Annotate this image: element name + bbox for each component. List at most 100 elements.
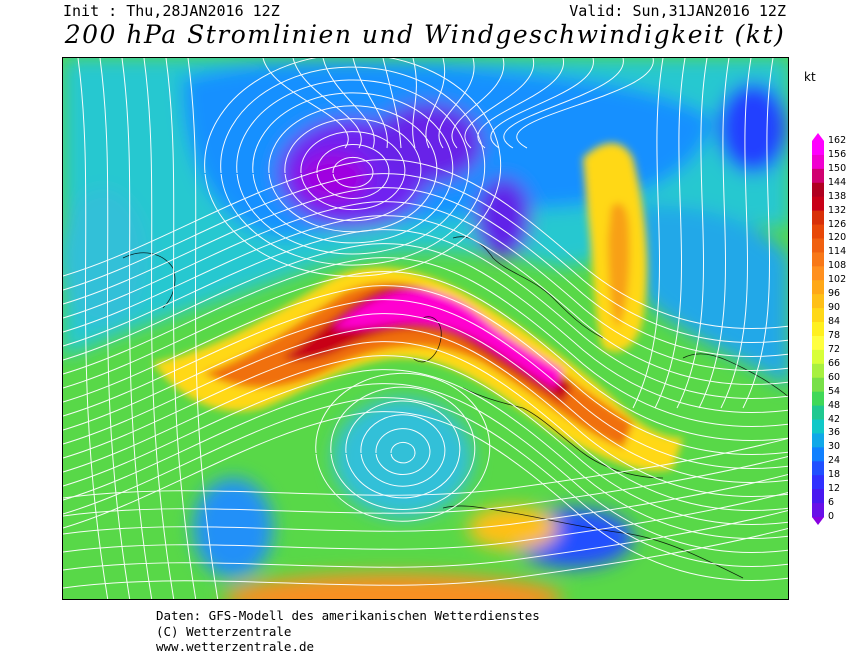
colorbar-tick-label: 156 [828,148,847,160]
colorbar-band [812,489,824,504]
streamline [654,58,686,409]
valid-time: Valid: Sun,31JAN2016 12Z [569,2,786,20]
streamline [438,58,475,149]
colorbar-band [812,196,824,212]
colorbar-band [812,294,824,309]
streamline [345,400,461,499]
colorbar-band [812,363,824,379]
colorbar-tick-label: 90 [828,302,841,314]
streamline [63,369,788,539]
streamline [220,66,486,266]
streamline [720,58,752,409]
colorbar-band [812,224,824,239]
colorbar-tick-label: 144 [828,176,847,188]
map-title: 200 hPa Stromlinien und Windgeschwindigk… [64,20,786,49]
colorbar-band [812,252,824,267]
credits: Daten: GFS-Modell des amerikanischen Wet… [156,608,540,655]
colorbar-band [812,335,824,351]
streamline [63,341,788,511]
colorbar-band [812,349,824,365]
colorbar-tick-label: 6 [828,497,835,509]
streamline [464,58,534,149]
colorbar-tick-label: 42 [828,413,841,425]
colorbar-band [812,461,824,476]
website-link[interactable]: www.wetterzentrale.de [156,639,315,654]
streamline [63,491,788,553]
colorbar-band [812,308,824,323]
colorbar-tick-label: 60 [828,371,841,383]
colorbar [812,133,824,525]
colorbar-tick-label: 24 [828,455,841,467]
wind-field-graphic [63,58,788,599]
streamline [332,156,374,188]
colorbar-band [812,322,824,337]
colorbar-tick-label: 78 [828,329,841,341]
init-time: Init : Thu,28JAN2016 12Z [63,2,280,20]
colorbar-band [812,419,824,434]
streamline [676,58,708,409]
streamline [63,509,788,571]
streamline [382,58,402,149]
streamline [63,201,788,371]
streamline [63,355,788,525]
colorbar-top-arrow [812,133,824,141]
streamline [63,173,788,343]
streamline [477,58,564,149]
streamline [698,58,730,409]
colorbar-band [812,266,824,281]
streamline [516,58,654,149]
streamline [322,58,375,149]
colorbar-tick-label: 96 [828,288,841,300]
streamline [316,144,390,199]
streamline [262,58,349,149]
streamline [63,455,788,517]
streamline [360,414,446,487]
streamline [236,79,470,255]
wind-speed-map [62,57,789,600]
colorbar-band [812,154,824,170]
streamline [143,58,175,599]
streamline [315,372,491,522]
streamline [63,313,788,483]
colorbar-tick-label: 108 [828,260,847,272]
colorbar-band [812,377,824,393]
colorbar-tick-label: 120 [828,232,847,244]
colorbar-band [812,391,824,407]
streamline [63,215,788,385]
streamline [99,58,131,599]
colorbar-tick-label: 66 [828,357,841,369]
colorbar-tick-label: 102 [828,274,847,286]
streamline [425,58,446,149]
streamline [252,92,454,244]
streamline [63,527,788,589]
colorbar-tick-label: 30 [828,441,841,453]
streamline [204,58,502,277]
colorbar-tick-label: 54 [828,385,841,397]
streamline [330,386,476,511]
colorbar-tick-label: 48 [828,399,841,411]
colorbar-band [812,503,824,518]
streamline [390,441,416,464]
streamline [284,118,422,222]
streamline [268,105,438,233]
colorbar-band [812,280,824,295]
streamline [63,299,788,469]
streamline [63,411,788,581]
colorbar-tick-label: 84 [828,316,841,328]
colorbar-band [812,238,824,253]
streamline [632,58,664,409]
streamline [77,58,109,599]
streamline [165,58,197,599]
streamline [187,58,219,599]
colorbar-tick-label: 72 [828,343,841,355]
colorbar-band [812,141,824,156]
streamline [490,58,594,149]
streamline [63,271,788,441]
colorbar-tick-label: 114 [828,246,847,258]
streamline [63,327,788,497]
streamline [451,58,505,149]
data-source: Daten: GFS-Modell des amerikanischen Wet… [156,608,540,623]
colorbar-tick-label: 126 [828,218,847,230]
streamline [292,58,362,149]
streamline [63,187,788,357]
